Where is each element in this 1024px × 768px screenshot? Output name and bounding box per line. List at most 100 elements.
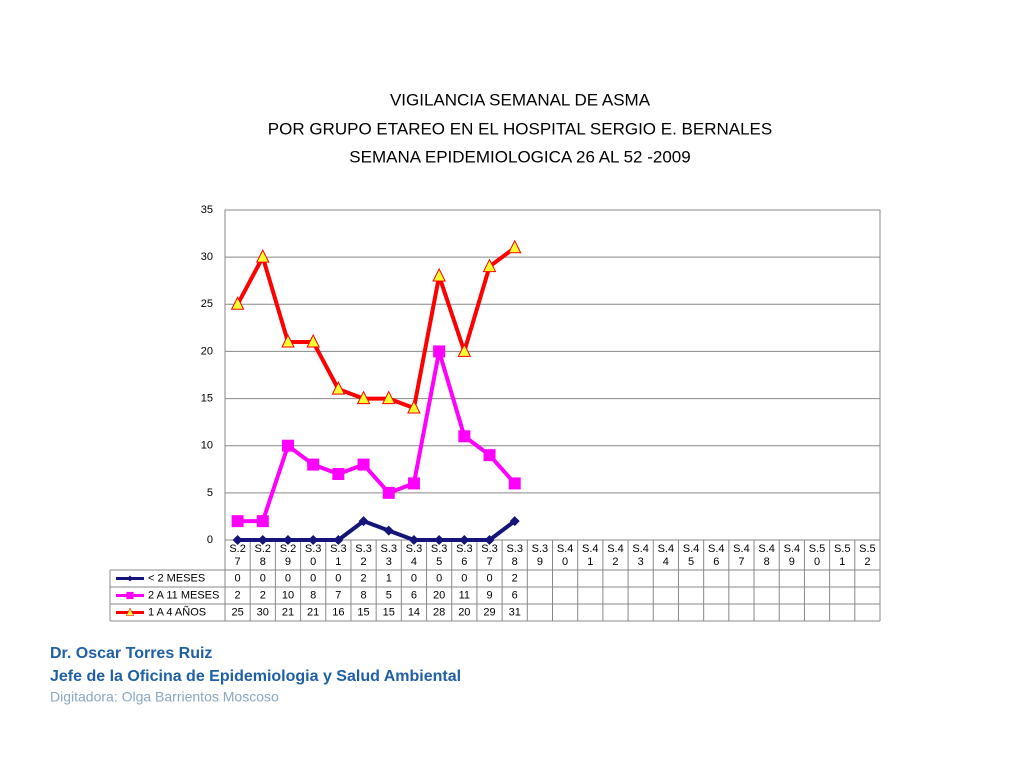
marker: [457, 343, 472, 357]
table-value: 0: [335, 572, 341, 584]
legend-label: 1 A 4 AÑOS: [148, 605, 206, 618]
marker: [434, 535, 445, 545]
marker: [232, 535, 243, 545]
x-tick-label: S.3 4: [406, 543, 423, 568]
marker: [484, 535, 495, 545]
y-tick-label: 20: [201, 345, 213, 357]
table-value: 0: [436, 572, 442, 584]
table-value: 0: [260, 572, 266, 584]
table-value: 0: [235, 572, 241, 584]
y-tick-label: 25: [201, 298, 213, 310]
y-tick-label: 5: [207, 487, 213, 499]
table-value: 21: [282, 606, 294, 618]
marker: [358, 516, 369, 527]
marker: [127, 575, 133, 582]
marker: [331, 381, 346, 395]
x-tick-label: S.3 9: [532, 543, 549, 568]
x-tick-label: S.3 3: [380, 543, 397, 568]
table-value: 7: [335, 589, 341, 601]
role: Jefe de la Oficina de Epidemiologia y Sa…: [50, 668, 461, 685]
y-tick-label: 15: [201, 392, 213, 404]
table-value: 1: [386, 572, 392, 584]
table-value: 6: [411, 589, 417, 601]
x-tick-label: S.4 2: [607, 543, 624, 568]
table-value: 0: [310, 572, 316, 584]
marker: [407, 477, 420, 490]
marker: [230, 296, 245, 310]
marker: [509, 516, 520, 527]
table-value: 0: [461, 572, 467, 584]
x-tick-label: S.2 7: [229, 543, 246, 568]
marker: [126, 591, 134, 600]
marker: [282, 535, 293, 545]
series-line: [237, 349, 517, 524]
table-value: 10: [282, 589, 294, 601]
table-value: 15: [357, 606, 369, 618]
marker: [381, 390, 396, 405]
marker: [356, 390, 371, 405]
table-value: 20: [458, 606, 470, 618]
table-value: 25: [231, 606, 243, 618]
marker: [508, 477, 521, 490]
x-tick-label: S.4 0: [557, 543, 574, 568]
x-tick-label: S.5 0: [809, 543, 826, 568]
plot-area: [224, 209, 881, 541]
marker: [357, 458, 370, 471]
marker: [407, 399, 421, 414]
x-tick-label: S.4 4: [658, 543, 675, 568]
chart-title: SEMANA EPIDEMIOLOGICA 26 AL 52 -2009: [349, 147, 690, 166]
x-tick-label: S.5 2: [859, 543, 876, 568]
x-tick-label: S.3 8: [506, 543, 523, 568]
table-value: 5: [386, 589, 392, 601]
y-tick-label: 0: [207, 534, 213, 546]
series-line: [235, 246, 516, 410]
x-tick-label: S.4 5: [683, 543, 700, 568]
table-value: 16: [332, 606, 344, 618]
table-value: 2: [360, 572, 366, 584]
marker: [332, 468, 345, 480]
y-tick-label: 30: [201, 251, 213, 263]
series-line: [237, 519, 516, 542]
marker: [432, 267, 446, 282]
marker: [125, 607, 135, 616]
author: Dr. Oscar Torres Ruiz: [50, 645, 212, 662]
table-value: 31: [509, 606, 521, 618]
table-value: 2: [512, 572, 518, 584]
x-tick-label: S.2 9: [280, 543, 297, 568]
table-value: 15: [383, 606, 395, 618]
table-value: 0: [411, 572, 417, 584]
marker: [281, 333, 295, 348]
marker: [255, 249, 270, 263]
table-value: 8: [310, 589, 316, 601]
marker: [333, 535, 344, 545]
table-value: 21: [307, 606, 319, 618]
marker: [281, 439, 294, 452]
x-tick-label: S.3 5: [431, 543, 448, 568]
x-tick-label: S.4 3: [632, 543, 649, 568]
table-value: 28: [433, 606, 445, 618]
x-tick-label: S.4 1: [582, 543, 599, 568]
typist: Digitadora: Olga Barrientos Moscoso: [50, 689, 279, 705]
x-tick-label: S.2 8: [255, 543, 272, 568]
table-value: 8: [360, 589, 366, 601]
x-tick-label: S.5 1: [834, 543, 851, 568]
x-tick-label: S.4 7: [733, 543, 750, 568]
marker: [482, 258, 497, 273]
table-value: 29: [483, 606, 495, 618]
marker: [231, 515, 244, 528]
table-value: 0: [486, 572, 492, 584]
marker: [382, 486, 395, 499]
table-value: 2: [235, 589, 241, 601]
table-value: 6: [512, 589, 518, 601]
chart-title: VIGILANCIA SEMANAL DE ASMA: [390, 90, 651, 109]
table-value: 14: [408, 606, 420, 618]
legend-label: < 2 MESES: [148, 572, 205, 584]
marker: [507, 239, 522, 254]
x-tick-label: S.3 7: [481, 543, 498, 568]
y-tick-label: 10: [201, 440, 213, 452]
marker: [257, 535, 268, 545]
marker: [408, 535, 419, 545]
marker: [483, 449, 496, 462]
marker: [256, 515, 269, 528]
